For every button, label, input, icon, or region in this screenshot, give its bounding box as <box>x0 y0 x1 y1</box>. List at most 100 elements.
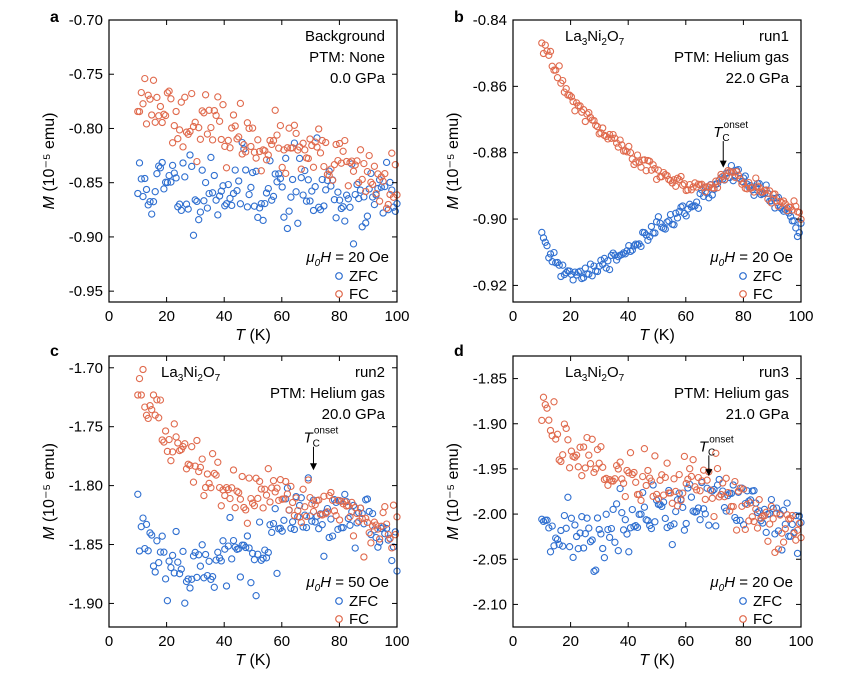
data-point-fc <box>184 460 192 468</box>
data-point-zfc <box>242 543 250 552</box>
data-point-fc <box>255 477 264 486</box>
data-point-zfc <box>170 569 178 577</box>
data-point-zfc <box>302 197 311 205</box>
data-point-fc <box>708 494 716 502</box>
data-point-fc <box>538 416 546 425</box>
data-point-fc <box>776 511 784 519</box>
data-point-fc <box>539 393 548 401</box>
data-point-fc <box>311 501 319 509</box>
data-point-fc <box>189 478 198 486</box>
data-point-zfc <box>546 548 555 556</box>
data-point-zfc <box>330 196 339 204</box>
data-point-fc <box>746 499 755 507</box>
data-point-fc <box>334 496 342 505</box>
data-point-zfc <box>781 520 789 528</box>
formula-subscript: 3 <box>178 373 184 384</box>
data-point-zfc <box>750 487 758 495</box>
data-point-fc <box>233 135 241 143</box>
data-point-fc <box>752 505 760 513</box>
y-tick-label: -0.92 <box>473 277 507 294</box>
data-point-zfc <box>672 209 680 217</box>
data-point-zfc <box>243 532 252 540</box>
data-point-fc <box>240 141 248 149</box>
data-point-fc <box>172 107 180 116</box>
annotation-l2: PTM: Helium gas <box>674 385 789 402</box>
data-point-fc <box>309 163 318 171</box>
data-point-zfc <box>600 554 609 562</box>
data-point-fc <box>275 496 283 505</box>
data-point-fc <box>367 539 375 547</box>
formula-element: La <box>565 364 582 381</box>
x-tick-label: 60 <box>677 308 694 325</box>
data-point-zfc <box>564 493 572 501</box>
data-point-zfc <box>322 186 330 194</box>
data-point-zfc <box>198 541 206 549</box>
data-point-fc <box>381 503 389 511</box>
data-point-zfc <box>351 190 359 199</box>
data-point-fc <box>592 121 600 129</box>
data-point-fc <box>382 520 391 528</box>
data-point-zfc <box>367 169 375 178</box>
data-point-zfc <box>673 214 682 222</box>
data-point-zfc <box>252 592 260 600</box>
data-point-fc <box>217 502 225 510</box>
data-point-fc <box>247 494 255 503</box>
data-point-fc <box>188 89 196 98</box>
data-point-zfc <box>278 527 286 535</box>
data-point-fc <box>748 513 756 521</box>
data-point-zfc <box>779 506 788 514</box>
data-point-zfc <box>793 549 802 558</box>
x-tick-label: 80 <box>331 308 348 325</box>
data-point-zfc <box>344 195 352 203</box>
y-axis-label: M (10⁻⁵ emu) <box>41 443 58 540</box>
data-point-zfc <box>184 205 192 213</box>
data-point-zfc <box>139 514 147 522</box>
data-point-zfc <box>320 202 328 210</box>
data-point-zfc <box>290 525 299 534</box>
data-point-fc <box>391 161 399 169</box>
data-point-fc <box>316 149 325 157</box>
data-point-zfc <box>186 584 194 592</box>
series-group <box>538 393 805 576</box>
x-axis-variable: T <box>235 327 246 344</box>
tc-superscript: onset <box>314 426 339 437</box>
field-variable: H <box>724 574 735 591</box>
data-point-zfc <box>578 513 586 521</box>
y-axis-variable: M <box>41 195 58 209</box>
y-axis-variable: M <box>445 526 462 540</box>
data-point-zfc <box>605 533 614 542</box>
data-point-zfc <box>184 575 192 583</box>
field-value: = 20 Oe <box>331 249 389 266</box>
legend-marker-fc <box>739 290 747 298</box>
data-point-fc <box>675 470 683 479</box>
panel-letter: b <box>454 9 464 26</box>
data-point-zfc <box>170 169 178 177</box>
data-point-zfc <box>245 190 253 199</box>
tc-subscript: C <box>708 447 715 458</box>
data-point-zfc <box>315 525 323 533</box>
data-point-zfc <box>682 519 690 528</box>
annotation-l1: run3 <box>759 364 789 381</box>
data-point-fc <box>370 162 379 170</box>
field-mu: μ <box>305 249 314 266</box>
data-point-fc <box>201 91 210 99</box>
data-point-zfc <box>139 192 147 201</box>
data-point-zfc <box>699 505 708 513</box>
data-point-fc <box>304 476 312 484</box>
data-point-zfc <box>196 208 205 216</box>
data-point-zfc <box>612 500 621 508</box>
data-point-zfc <box>590 567 598 576</box>
data-point-fc <box>632 478 640 486</box>
data-point-zfc <box>628 505 636 514</box>
annotation-l2: PTM: Helium gas <box>270 385 385 402</box>
data-point-fc <box>368 522 377 530</box>
x-axis-label: T (K) <box>235 327 271 344</box>
plot-frame <box>512 355 802 628</box>
data-point-zfc <box>767 495 776 504</box>
data-point-zfc <box>191 196 199 204</box>
data-point-fc <box>710 184 718 192</box>
data-point-zfc <box>379 209 387 217</box>
data-point-fc <box>579 443 588 451</box>
data-point-zfc <box>602 510 610 518</box>
data-point-zfc <box>391 528 399 536</box>
